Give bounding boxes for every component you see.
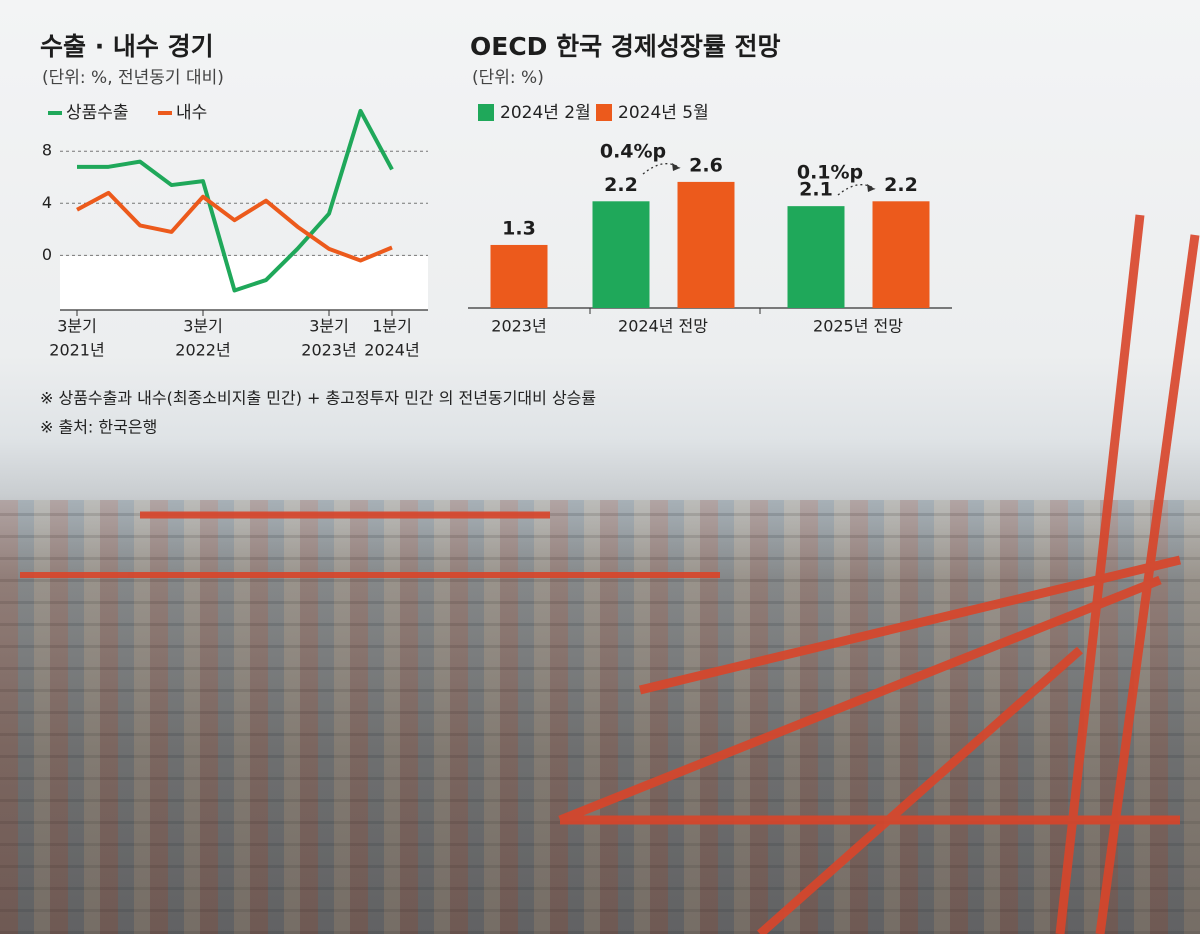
legend-swatch xyxy=(596,104,612,121)
bar xyxy=(677,181,735,308)
chart-subtitle: (단위: %) xyxy=(472,68,544,88)
annotation: 0.1%p xyxy=(797,162,863,184)
y-tick-label: 0 xyxy=(42,245,52,264)
legend-swatch xyxy=(478,104,494,121)
plot-background xyxy=(60,256,428,310)
x-tick-label: 3분기 xyxy=(183,317,223,336)
bar xyxy=(787,206,845,308)
legend-label: 2024년 2월 xyxy=(500,103,591,123)
legend-label: 상품수출 xyxy=(66,103,129,123)
value-label: 2.2 xyxy=(604,174,638,196)
x-tick-label: 2023년 xyxy=(491,317,546,336)
series-line xyxy=(76,190,393,263)
x-tick-label: 2024년 xyxy=(364,341,419,360)
footnote: ※ 출처: 한국은행 xyxy=(40,418,157,437)
bar xyxy=(490,244,548,308)
chart-subtitle: (단위: %, 전년동기 대비) xyxy=(42,68,224,88)
chart-title: OECD 한국 경제성장률 전망 xyxy=(470,32,781,61)
series-line xyxy=(77,108,394,293)
chart-title: 수출 · 내수 경기 xyxy=(40,32,214,61)
x-tick-label: 2024년 전망 xyxy=(618,317,708,336)
y-tick-label: 8 xyxy=(42,141,52,160)
legend-label: 2024년 5월 xyxy=(618,103,709,123)
value-label: 2.2 xyxy=(884,174,918,196)
cranes xyxy=(20,214,1200,934)
x-tick-label: 2023년 xyxy=(301,341,356,360)
annotation-arrowhead xyxy=(867,184,875,192)
legend-label: 내수 xyxy=(176,103,207,123)
annotation: 0.4%p xyxy=(600,141,666,163)
x-tick-label: 2022년 xyxy=(175,341,230,360)
x-tick-label: 3분기 xyxy=(309,317,349,336)
x-tick-label: 2025년 전망 xyxy=(813,317,903,336)
y-tick-label: 4 xyxy=(42,193,52,212)
x-tick-label: 2021년 xyxy=(49,341,104,360)
x-tick-label: 3분기 xyxy=(57,317,97,336)
value-label: 2.6 xyxy=(689,154,723,176)
footnote: ※ 상품수출과 내수(최종소비지출 민간) + 총고정투자 민간 의 전년동기대… xyxy=(40,389,596,408)
bar xyxy=(872,201,930,308)
annotation-arrowhead xyxy=(672,163,680,171)
x-tick-label: 1분기 xyxy=(372,317,412,336)
bar xyxy=(592,201,650,308)
value-label: 1.3 xyxy=(502,217,536,239)
value-label: 2.1 xyxy=(799,179,833,201)
